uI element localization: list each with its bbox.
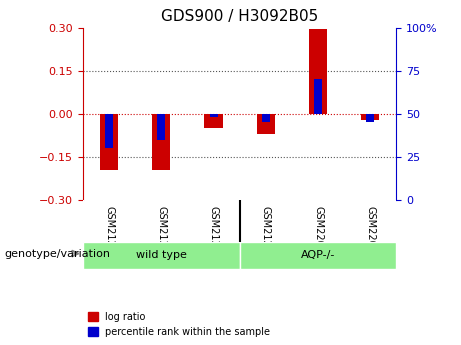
Text: AQP-/-: AQP-/- — [301, 250, 335, 260]
Bar — [361, 114, 379, 120]
Text: wild type: wild type — [136, 250, 187, 260]
Bar — [257, 114, 275, 134]
Bar — [157, 114, 165, 140]
Bar — [309, 29, 327, 114]
Bar — [100, 114, 118, 170]
Bar — [314, 79, 322, 114]
Text: GSM21300: GSM21300 — [156, 206, 166, 259]
Bar — [210, 114, 218, 117]
Text: GSM21298: GSM21298 — [104, 206, 114, 259]
Title: GDS900 / H3092B05: GDS900 / H3092B05 — [161, 9, 319, 24]
Text: GSM21299: GSM21299 — [261, 206, 271, 259]
Text: GSM22034: GSM22034 — [365, 206, 375, 259]
FancyBboxPatch shape — [240, 241, 396, 269]
FancyBboxPatch shape — [83, 241, 240, 269]
Bar — [204, 114, 223, 128]
Bar — [366, 114, 374, 122]
Bar — [105, 114, 113, 148]
Bar — [152, 114, 171, 170]
Text: GSM21301: GSM21301 — [208, 206, 219, 259]
Legend: log ratio, percentile rank within the sample: log ratio, percentile rank within the sa… — [88, 312, 270, 337]
Text: GSM22033: GSM22033 — [313, 206, 323, 259]
Text: genotype/variation: genotype/variation — [5, 249, 111, 258]
Bar — [262, 114, 270, 122]
